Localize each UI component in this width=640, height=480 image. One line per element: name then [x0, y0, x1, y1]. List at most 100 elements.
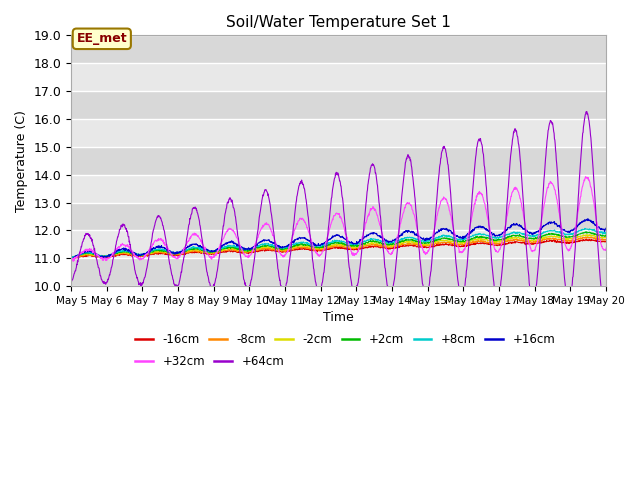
+32cm: [492, 249, 500, 254]
-16cm: [602, 238, 610, 244]
X-axis label: Time: Time: [323, 312, 354, 324]
+8cm: [68, 255, 76, 261]
+64cm: [601, 300, 609, 306]
+8cm: [246, 246, 254, 252]
+8cm: [67, 254, 75, 260]
-8cm: [187, 249, 195, 254]
+2cm: [187, 247, 195, 252]
-16cm: [582, 236, 590, 242]
-8cm: [246, 249, 254, 254]
+64cm: [492, 291, 499, 297]
+8cm: [602, 230, 610, 236]
Bar: [71, 147, 606, 175]
+8cm: [492, 235, 500, 241]
-8cm: [67, 255, 75, 261]
-8cm: [68, 255, 76, 261]
+2cm: [173, 251, 181, 256]
+16cm: [492, 233, 500, 239]
Line: +2cm: +2cm: [71, 232, 606, 257]
+8cm: [187, 246, 195, 252]
-16cm: [539, 240, 547, 245]
-16cm: [173, 253, 181, 259]
+8cm: [173, 250, 181, 256]
+32cm: [187, 234, 195, 240]
-2cm: [173, 251, 181, 256]
+32cm: [602, 245, 610, 251]
-8cm: [173, 251, 181, 257]
+2cm: [67, 254, 75, 260]
+32cm: [67, 257, 75, 263]
+16cm: [187, 242, 195, 248]
Bar: [71, 203, 606, 230]
Y-axis label: Temperature (C): Temperature (C): [15, 110, 28, 212]
-8cm: [583, 234, 591, 240]
Bar: [71, 230, 606, 258]
+64cm: [602, 295, 610, 300]
+32cm: [246, 252, 254, 258]
+2cm: [246, 248, 254, 253]
Bar: [71, 119, 606, 147]
+16cm: [246, 245, 254, 251]
+2cm: [602, 232, 610, 238]
-2cm: [187, 247, 195, 252]
Bar: [71, 175, 606, 203]
-2cm: [246, 247, 254, 253]
-2cm: [67, 255, 75, 261]
+64cm: [186, 216, 194, 222]
-2cm: [539, 235, 547, 240]
+64cm: [583, 108, 591, 114]
-16cm: [492, 242, 500, 248]
+2cm: [98, 254, 106, 260]
-8cm: [492, 241, 500, 247]
Line: -8cm: -8cm: [71, 237, 606, 258]
-16cm: [68, 255, 76, 261]
-2cm: [492, 240, 500, 245]
Legend: +32cm, +64cm: +32cm, +64cm: [131, 350, 289, 373]
+8cm: [581, 226, 589, 231]
Line: +8cm: +8cm: [71, 228, 606, 258]
-16cm: [67, 255, 75, 261]
-16cm: [422, 244, 429, 250]
+64cm: [173, 283, 181, 288]
+2cm: [422, 240, 429, 246]
+2cm: [583, 229, 591, 235]
-2cm: [602, 234, 610, 240]
-8cm: [422, 242, 429, 248]
Text: EE_met: EE_met: [77, 32, 127, 45]
Bar: [71, 63, 606, 91]
+8cm: [422, 239, 429, 244]
+2cm: [539, 233, 547, 239]
+64cm: [67, 278, 75, 284]
+32cm: [173, 255, 181, 261]
Bar: [71, 258, 606, 286]
+16cm: [602, 225, 610, 231]
Line: +32cm: +32cm: [71, 177, 606, 261]
+64cm: [246, 284, 254, 290]
+64cm: [422, 292, 429, 298]
-2cm: [422, 242, 429, 248]
+32cm: [539, 209, 547, 215]
+16cm: [584, 216, 592, 222]
+8cm: [539, 230, 547, 236]
+32cm: [422, 251, 429, 256]
-2cm: [68, 255, 76, 261]
+32cm: [582, 174, 589, 180]
-16cm: [246, 250, 254, 255]
Title: Soil/Water Temperature Set 1: Soil/Water Temperature Set 1: [226, 15, 451, 30]
+64cm: [539, 199, 547, 204]
-16cm: [187, 250, 195, 255]
Line: -16cm: -16cm: [71, 239, 606, 258]
-8cm: [602, 237, 610, 242]
+16cm: [539, 223, 547, 229]
Bar: [71, 36, 606, 63]
+16cm: [68, 257, 76, 263]
Bar: [71, 91, 606, 119]
+16cm: [173, 251, 181, 256]
Line: +16cm: +16cm: [71, 219, 606, 260]
-8cm: [539, 237, 547, 242]
+16cm: [67, 256, 75, 262]
+16cm: [422, 238, 429, 243]
Line: -2cm: -2cm: [71, 235, 606, 258]
+2cm: [492, 238, 500, 243]
Line: +64cm: +64cm: [71, 111, 606, 303]
